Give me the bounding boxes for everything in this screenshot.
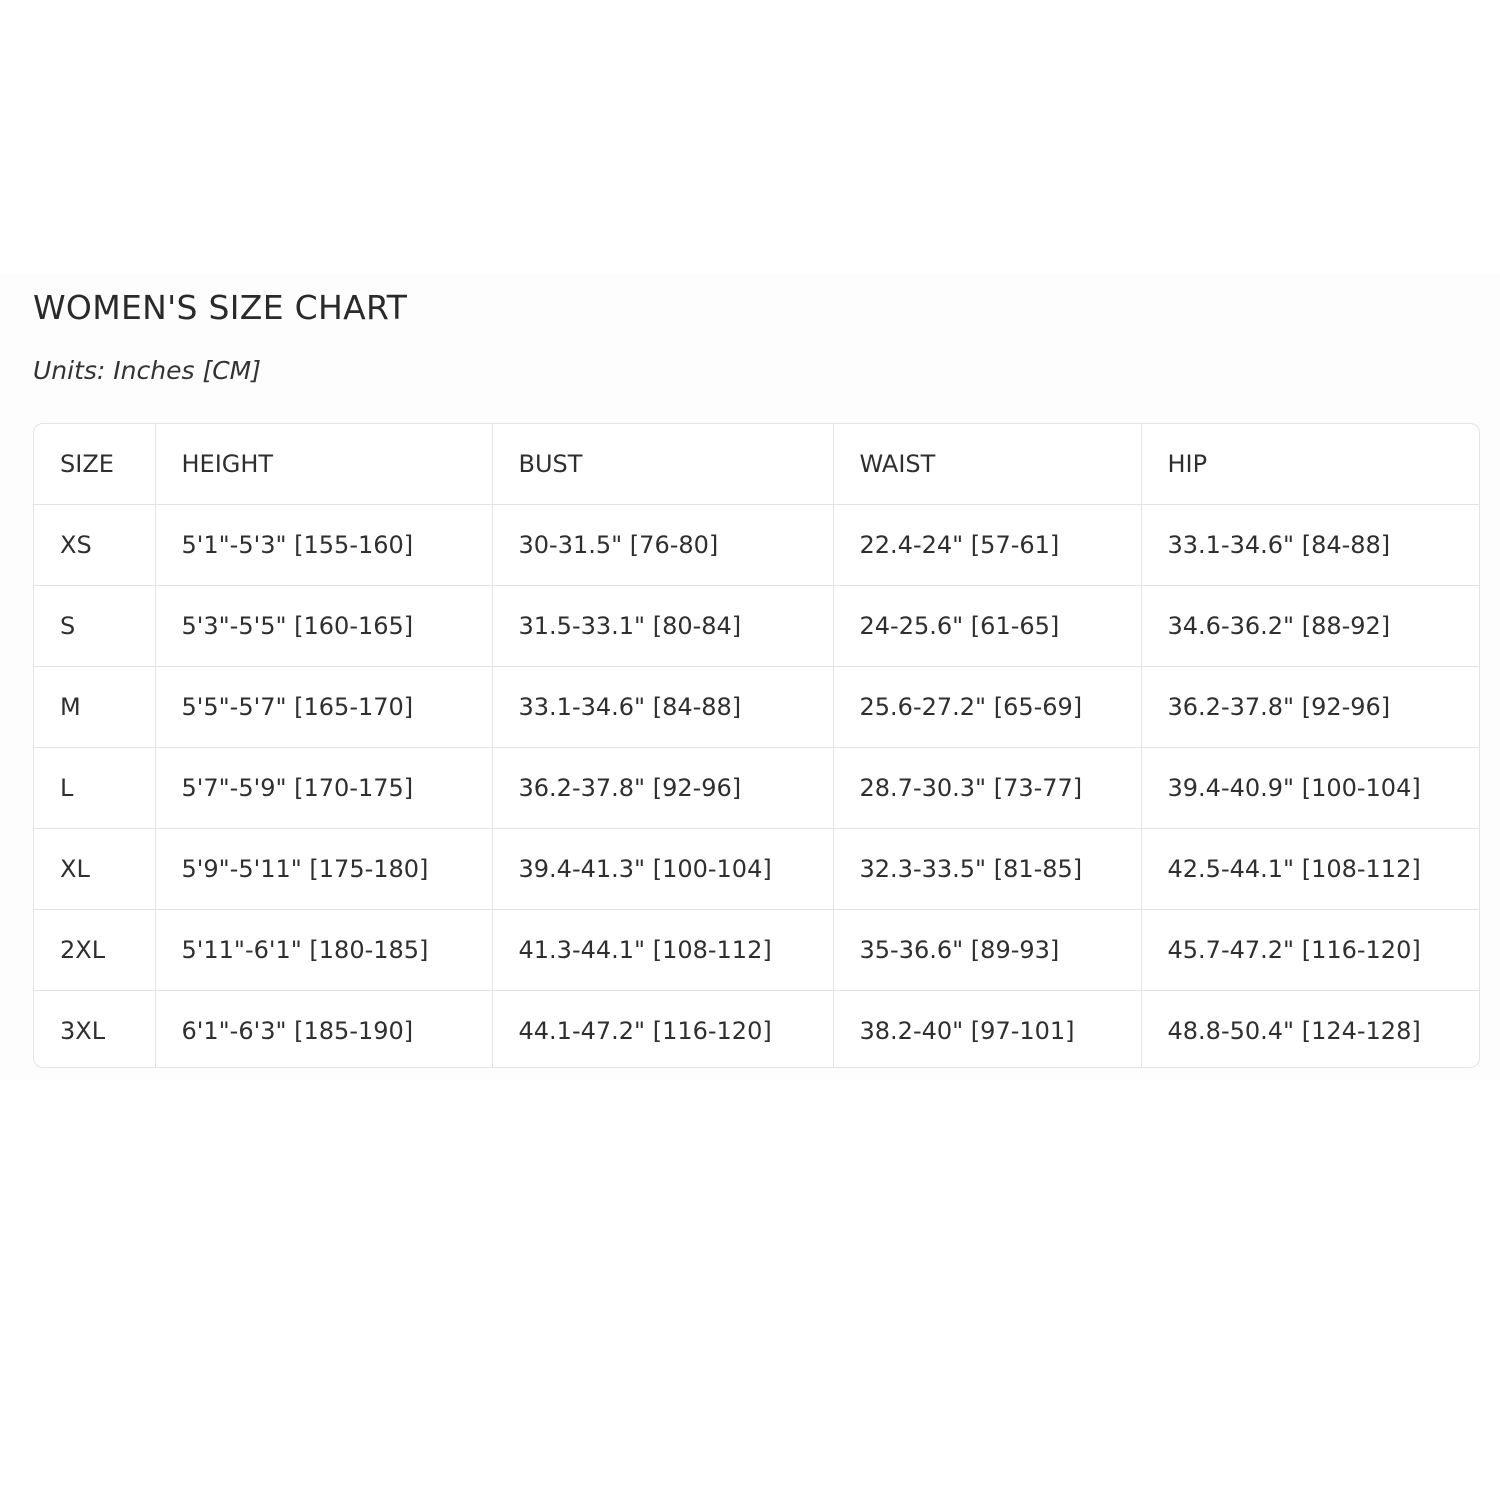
cell-bust: 39.4-41.3" [100-104] — [492, 828, 834, 910]
cell-size: XL — [34, 828, 156, 910]
table-row: M 5'5"-5'7" [165-170] 33.1-34.6" [84-88]… — [34, 666, 1479, 748]
cell-size: L — [34, 747, 156, 829]
table-row: L 5'7"-5'9" [170-175] 36.2-37.8" [92-96]… — [34, 747, 1479, 829]
cell-height: 5'7"-5'9" [170-175] — [155, 747, 493, 829]
cell-waist: 38.2-40" [97-101] — [833, 990, 1142, 1067]
header-bust: BUST — [492, 424, 834, 505]
table-row: S 5'3"-5'5" [160-165] 31.5-33.1" [80-84]… — [34, 585, 1479, 667]
cell-waist: 32.3-33.5" [81-85] — [833, 828, 1142, 910]
header-hip: HIP — [1141, 424, 1479, 505]
cell-waist: 22.4-24" [57-61] — [833, 504, 1142, 586]
cell-waist: 35-36.6" [89-93] — [833, 909, 1142, 991]
page-title: WOMEN'S SIZE CHART — [33, 288, 408, 327]
cell-hip: 36.2-37.8" [92-96] — [1141, 666, 1479, 748]
size-table: SIZE HEIGHT BUST WAIST HIP XS 5'1"-5'3" … — [34, 424, 1479, 1067]
cell-waist: 24-25.6" [61-65] — [833, 585, 1142, 667]
cell-size: 3XL — [34, 990, 156, 1067]
cell-height: 5'3"-5'5" [160-165] — [155, 585, 493, 667]
table-row: XL 5'9"-5'11" [175-180] 39.4-41.3" [100-… — [34, 828, 1479, 910]
size-table-container: SIZE HEIGHT BUST WAIST HIP XS 5'1"-5'3" … — [33, 423, 1480, 1068]
cell-bust: 44.1-47.2" [116-120] — [492, 990, 834, 1067]
cell-bust: 30-31.5" [76-80] — [492, 504, 834, 586]
header-size: SIZE — [34, 424, 156, 505]
units-note: Units: Inches [CM] — [33, 356, 261, 385]
header-height: HEIGHT — [155, 424, 493, 505]
table-row: XS 5'1"-5'3" [155-160] 30-31.5" [76-80] … — [34, 504, 1479, 586]
cell-height: 5'9"-5'11" [175-180] — [155, 828, 493, 910]
cell-hip: 34.6-36.2" [88-92] — [1141, 585, 1479, 667]
cell-hip: 39.4-40.9" [100-104] — [1141, 747, 1479, 829]
cell-size: 2XL — [34, 909, 156, 991]
cell-bust: 31.5-33.1" [80-84] — [492, 585, 834, 667]
cell-bust: 41.3-44.1" [108-112] — [492, 909, 834, 991]
cell-size: XS — [34, 504, 156, 586]
cell-waist: 28.7-30.3" [73-77] — [833, 747, 1142, 829]
cell-bust: 36.2-37.8" [92-96] — [492, 747, 834, 829]
cell-hip: 45.7-47.2" [116-120] — [1141, 909, 1479, 991]
cell-height: 6'1"-6'3" [185-190] — [155, 990, 493, 1067]
cell-height: 5'1"-5'3" [155-160] — [155, 504, 493, 586]
table-row: 2XL 5'11"-6'1" [180-185] 41.3-44.1" [108… — [34, 909, 1479, 991]
cell-bust: 33.1-34.6" [84-88] — [492, 666, 834, 748]
cell-hip: 33.1-34.6" [84-88] — [1141, 504, 1479, 586]
table-header-row: SIZE HEIGHT BUST WAIST HIP — [34, 424, 1479, 505]
cell-size: M — [34, 666, 156, 748]
table-row: 3XL 6'1"-6'3" [185-190] 44.1-47.2" [116-… — [34, 990, 1479, 1067]
cell-waist: 25.6-27.2" [65-69] — [833, 666, 1142, 748]
cell-height: 5'5"-5'7" [165-170] — [155, 666, 493, 748]
cell-hip: 48.8-50.4" [124-128] — [1167, 1017, 1421, 1045]
cell-height: 5'11"-6'1" [180-185] — [155, 909, 493, 991]
cell-size: S — [34, 585, 156, 667]
cell-hip: 42.5-44.1" [108-112] — [1141, 828, 1479, 910]
header-waist: WAIST — [833, 424, 1142, 505]
